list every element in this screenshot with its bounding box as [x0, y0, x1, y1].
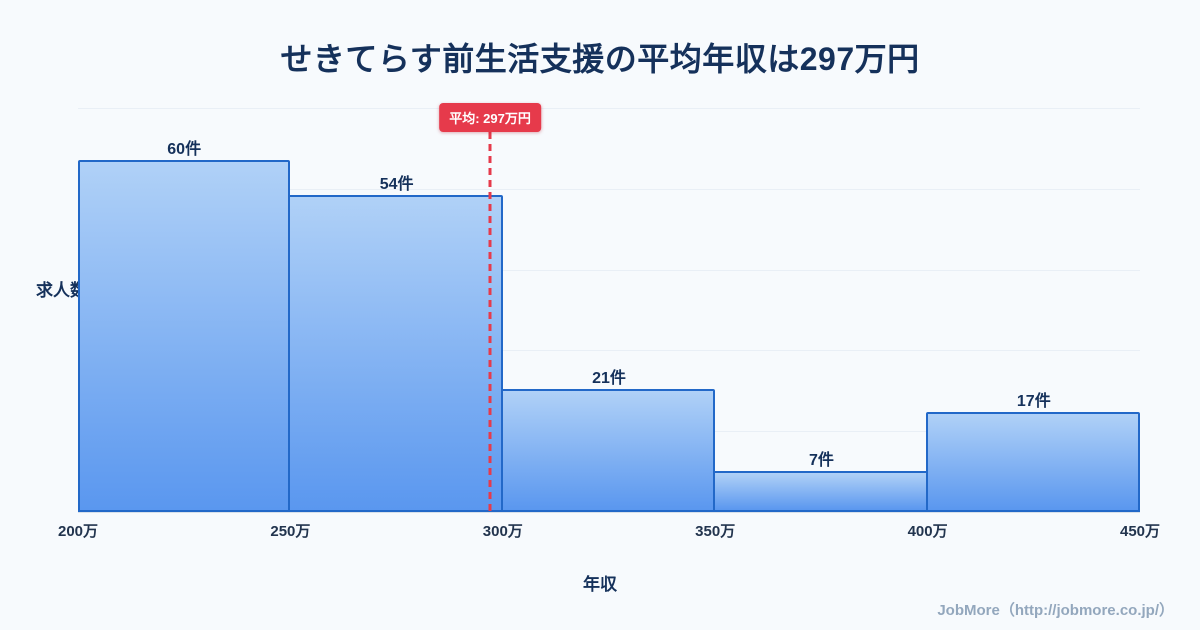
gridline [78, 108, 1140, 109]
gridline [78, 350, 1140, 352]
y-axis-label: 求人数 [36, 281, 87, 300]
x-tick-label: 450万 [1119, 523, 1161, 540]
gridline [78, 188, 1140, 190]
histogram-bar [500, 388, 716, 512]
footer-credit: JobMore（http://jobmore.co.jp/） [937, 602, 1174, 619]
gridline [78, 269, 1140, 271]
bar-value-label: 7件 [808, 451, 834, 469]
average-annotation-badge: 平均: 297万円 [439, 103, 541, 132]
bar-value-label: 54件 [379, 176, 414, 194]
histogram-bar [925, 412, 1140, 512]
plot-area: 60件 54件 21件 7件 17件 [78, 108, 1140, 513]
x-tick-label: 350万 [695, 523, 736, 540]
x-tick-label: 200万 [57, 523, 99, 540]
x-tick-label: 250万 [270, 523, 311, 540]
x-tick-label: 400万 [907, 523, 948, 540]
x-axis-label: 年収 [583, 575, 617, 594]
histogram-bar [78, 160, 291, 512]
bar-value-label: 21件 [592, 369, 626, 387]
histogram-bar [713, 470, 928, 512]
average-line [488, 132, 492, 512]
chart-title: せきてらす前生活支援の平均年収は297万円 [280, 41, 920, 77]
x-axis-baseline [78, 512, 1140, 513]
bar-value-label: 17件 [1016, 393, 1051, 411]
histogram-bar [288, 195, 503, 512]
x-tick-label: 300万 [482, 523, 523, 540]
bar-value-label: 60件 [167, 141, 202, 158]
